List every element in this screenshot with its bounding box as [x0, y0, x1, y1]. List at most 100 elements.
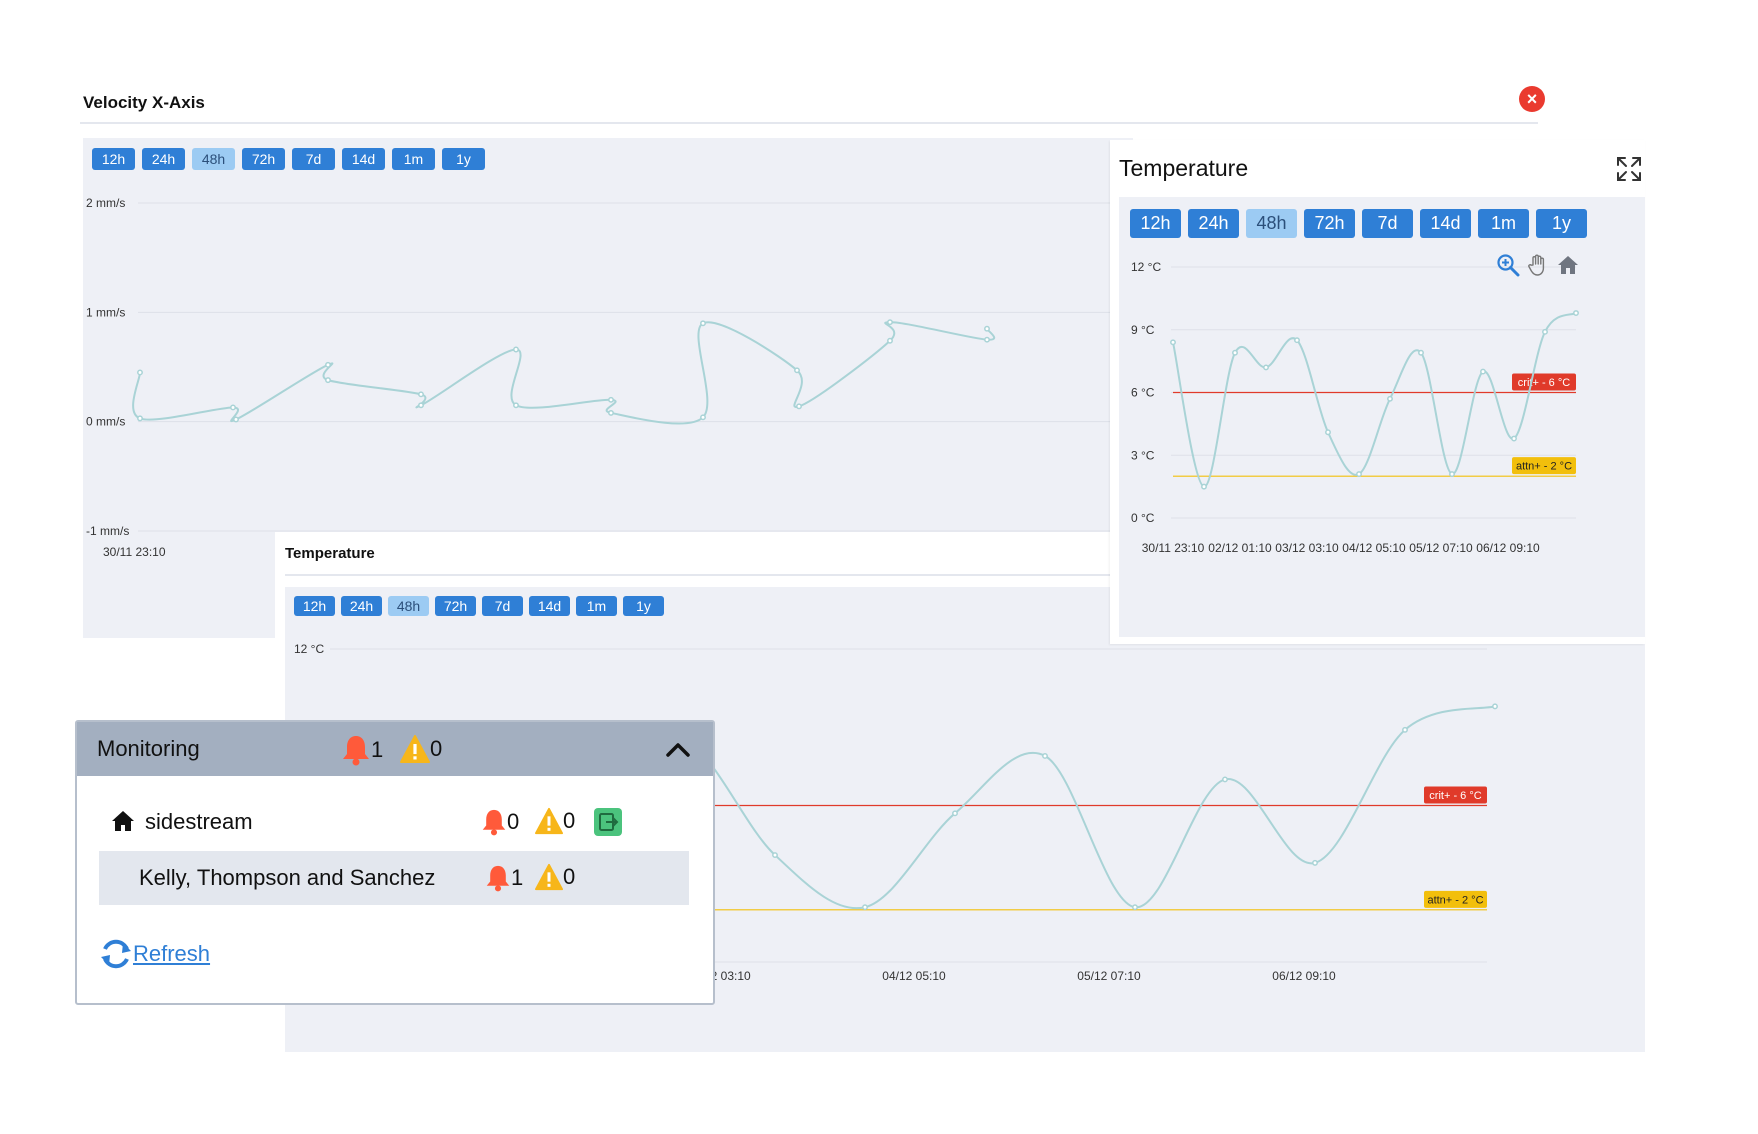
temperature-large-range-button-14d[interactable]: 14d — [529, 596, 570, 616]
list-item-label: sidestream — [145, 809, 253, 834]
temperature_large-data-point — [1042, 752, 1048, 759]
expand-icon[interactable] — [1615, 155, 1643, 183]
temperature_large-data-point — [1222, 776, 1228, 783]
temperature_small-y-tick-label: 0 °C — [1131, 511, 1155, 525]
temperature-small-range-button-1y[interactable]: 1y — [1536, 209, 1587, 238]
velocity-y-tick-label: 0 mm/s — [86, 415, 125, 429]
velocity-x-tick-label: 30/11 23:10 — [103, 545, 166, 559]
refresh-link[interactable]: Refresh — [99, 937, 210, 971]
temperature-small-range-button-1m[interactable]: 1m — [1478, 209, 1529, 238]
temperature_small-data-point — [1387, 395, 1393, 402]
velocity-range-button-14d[interactable]: 14d — [342, 148, 385, 170]
temperature_small-x-tick-label: 04/12 05:10 — [1342, 541, 1406, 555]
velocity-range-button-72h[interactable]: 72h — [242, 148, 285, 170]
temperature_large-data-point — [862, 904, 868, 911]
velocity-data-point — [887, 337, 893, 344]
row-warning-count: 0 — [563, 864, 576, 889]
temperature-small-range-button-7d[interactable]: 7d — [1362, 209, 1413, 238]
monitoring-panel: Monitoring 1 0 sidestream — [75, 720, 715, 1005]
velocity-divider — [80, 122, 1538, 124]
temperature_large-threshold-label: attn+ - 2 °C — [1427, 894, 1483, 906]
temperature_small-data-point — [1573, 310, 1579, 316]
pan-hand-icon[interactable] — [1526, 253, 1550, 277]
temperature-small-chart: 12 °C 9 °C 6 °C 3 °C 0 °C 30/11 23:10 02/12 01… — [1131, 260, 1579, 555]
temperature-large-range-button-1y[interactable]: 1y — [623, 596, 664, 616]
velocity-grid — [138, 202, 1133, 532]
temperature-small-range-button-48h[interactable]: 48h — [1246, 209, 1297, 238]
warning-icon — [535, 807, 563, 835]
temperature-small-panel: Temperature 12 °C 9 °C 6 °C 3 °C 0 °C 30/11 2… — [1110, 140, 1645, 644]
temperature_small-y-tick-label: 6 °C — [1131, 386, 1155, 400]
temperature_large-data-point — [1132, 904, 1138, 911]
temperature-small-range-button-14d[interactable]: 14d — [1420, 209, 1471, 238]
monitoring-warning-badge: 0 — [400, 734, 442, 764]
temperature_small-data-point — [1294, 337, 1300, 344]
temperature-small-range-button-12h[interactable]: 12h — [1130, 209, 1181, 238]
bell-icon — [482, 809, 506, 836]
temperature-large-range-button-72h[interactable]: 72h — [435, 596, 476, 616]
bell-icon — [486, 865, 510, 892]
temperature_small-data-point — [1356, 471, 1362, 478]
home-icon — [112, 811, 134, 831]
temperature_large-threshold-tag — [1424, 890, 1487, 908]
velocity-data-point — [233, 416, 239, 423]
temperature_small-series-line — [1172, 312, 1577, 488]
temperature-small-range-button-72h[interactable]: 72h — [1304, 209, 1355, 238]
refresh-icon — [101, 939, 131, 969]
temperature-large-title: Temperature — [285, 545, 375, 562]
home-reset-icon[interactable] — [1556, 253, 1580, 277]
temperature-large-range-button-7d[interactable]: 7d — [482, 596, 523, 616]
temperature_large-x-tick-label: 06/12 09:10 — [1272, 969, 1336, 983]
chevron-up-icon[interactable] — [665, 737, 691, 763]
velocity-range-button-7d[interactable]: 7d — [292, 148, 335, 170]
temperature-large-range-button-1m[interactable]: 1m — [576, 596, 617, 616]
row-alarm-count: 0 — [507, 809, 520, 834]
temperature-large-range-button-24h[interactable]: 24h — [341, 596, 382, 616]
velocity-data-point — [418, 402, 424, 409]
velocity-range-button-24h[interactable]: 24h — [142, 148, 185, 170]
temperature_small-y-tick-label: 9 °C — [1131, 323, 1155, 337]
velocity-data-point — [325, 377, 331, 384]
temperature_small-threshold-tag — [1512, 373, 1576, 391]
velocity-data-point — [700, 414, 706, 421]
row-alarm-count: 1 — [511, 865, 524, 890]
temperature_large-y-tick-label: 12 °C — [294, 642, 324, 656]
close-icon[interactable]: × — [1519, 86, 1545, 112]
monitoring-title: Monitoring — [97, 736, 200, 761]
velocity-data-point — [796, 403, 802, 410]
velocity-range-buttons: 12h 24h 48h 72h 7d 14d 1m 1y — [92, 148, 492, 170]
row-alarm-badge: 0 — [481, 807, 519, 837]
temperature_small-threshold-label: crit+ - 6 °C — [1518, 377, 1570, 389]
temperature_small-data-point — [1325, 429, 1331, 436]
velocity-data-point — [984, 336, 990, 343]
list-item-kelly-thompson-sanchez[interactable]: Kelly, Thompson and Sanchez 1 0 — [99, 851, 689, 905]
velocity-chart: 2 mm/s 1 mm/s 0 mm/s -1 mm/s 30/11 23:10 — [86, 196, 1133, 559]
velocity-data-point — [325, 361, 331, 368]
open-link-icon[interactable] — [594, 808, 622, 836]
temperature_large-data-point — [1492, 703, 1498, 710]
warning-icon — [400, 735, 430, 763]
velocity-range-button-1m[interactable]: 1m — [392, 148, 435, 170]
list-item-sidestream[interactable]: sidestream 0 0 — [99, 795, 689, 849]
velocity-data-point — [700, 320, 706, 327]
temperature_large-threshold-tag — [1424, 786, 1487, 804]
temperature-small-range-buttons: 12h 24h 48h 72h 7d 14d 1m 1y — [1130, 209, 1594, 238]
temperature_small-x-tick-label: 30/11 23:10 — [1142, 541, 1205, 555]
temperature_small-x-tick-label: 05/12 07:10 — [1409, 541, 1473, 555]
velocity-y-tick-label: -1 mm/s — [86, 524, 129, 538]
monitoring-header[interactable]: Monitoring 1 0 — [77, 722, 713, 776]
velocity-range-button-12h[interactable]: 12h — [92, 148, 135, 170]
temperature_large-data-point — [952, 810, 958, 817]
zoom-in-icon[interactable] — [1496, 253, 1520, 277]
velocity-y-tick-label: 2 mm/s — [86, 196, 125, 210]
monitoring-alarm-count: 1 — [371, 737, 384, 762]
temperature-large-range-button-12h[interactable]: 12h — [294, 596, 335, 616]
temperature-small-range-button-24h[interactable]: 24h — [1188, 209, 1239, 238]
velocity-range-button-1y[interactable]: 1y — [442, 148, 485, 170]
velocity-range-button-48h[interactable]: 48h — [192, 148, 235, 170]
temperature_small-x-tick-label: 02/12 01:10 — [1208, 541, 1272, 555]
temperature_large-data-point — [772, 852, 778, 859]
temperature_small-data-point — [1511, 435, 1517, 442]
temperature-large-range-button-48h[interactable]: 48h — [388, 596, 429, 616]
monitoring-alarm-badge: 1 — [341, 734, 383, 766]
